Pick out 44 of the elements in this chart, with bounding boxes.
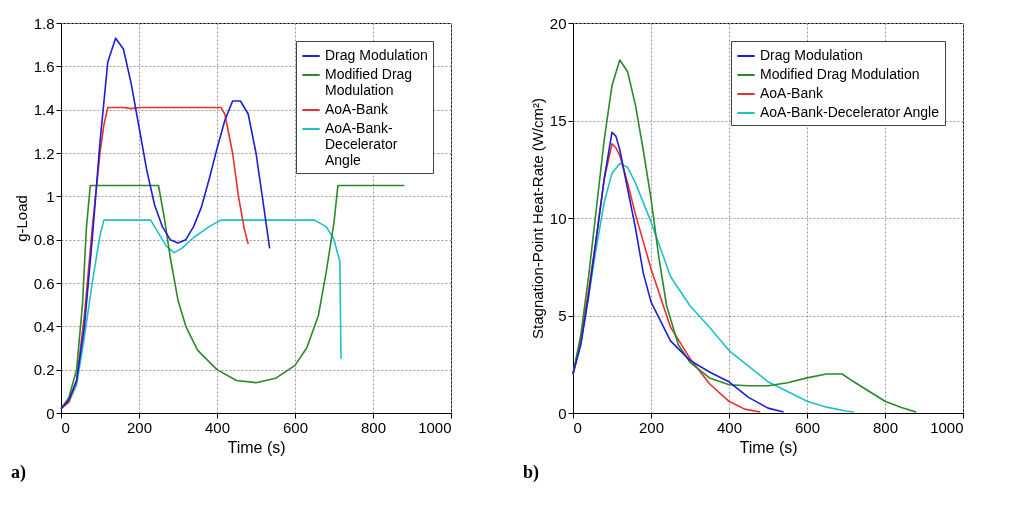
y-tick-label: 1.4: [33, 101, 55, 119]
y-tick-label: 0: [46, 404, 55, 422]
x-tick-label: 0: [61, 418, 70, 436]
legend-label: Drag Modulation: [760, 47, 863, 63]
y-tick-label: 0.4: [33, 317, 55, 335]
line-series: [60, 106, 249, 410]
y-tick-label: 1: [46, 187, 55, 205]
x-tick-label: 600: [282, 418, 309, 436]
x-tick-label: 1000: [418, 418, 452, 436]
y-axis-title: Stagnation-Point Heat-Rate (W/cm²): [528, 98, 546, 339]
legend-label: Drag Modulation: [325, 47, 428, 63]
x-axis-title: Time (s): [227, 438, 286, 456]
y-tick-label: 5: [558, 307, 567, 324]
text: b): [523, 462, 540, 483]
legend-label: Modified Drag Modulation: [325, 66, 413, 98]
x-tick-label: 600: [794, 418, 821, 436]
y-axis-title: g-Load: [12, 195, 30, 242]
y-tick-label: 0.2: [33, 361, 55, 379]
x-tick-label: 0: [573, 418, 582, 436]
y-tick-label: 1.2: [33, 144, 55, 162]
line-series: [60, 37, 271, 410]
x-tick-label: 200: [638, 418, 665, 436]
y-tick-label: 0.8: [33, 231, 55, 249]
x-tick-label: 400: [204, 418, 231, 436]
x-tick-label: 800: [360, 418, 387, 436]
legend-label: AoA-Bank: [760, 85, 825, 101]
y-tick-label: 1.6: [33, 57, 55, 75]
line-series: [572, 131, 785, 413]
y-tick-label: 0: [558, 404, 567, 422]
x-tick-label: 1000: [930, 418, 964, 436]
legend-label: AoA-Bank-Decelerator Angle: [760, 104, 940, 120]
y-tick-label: 1.8: [33, 14, 55, 32]
legend-label: Modified Drag Modulation: [760, 66, 920, 82]
x-tick-label: 400: [716, 418, 743, 436]
legend-label: AoA-Bank-Decelerator Angle: [325, 120, 398, 168]
text: a): [11, 462, 26, 483]
x-tick-label: 200: [126, 418, 153, 436]
x-axis-title: Time (s): [739, 438, 798, 456]
y-tick-label: 15: [549, 112, 567, 129]
x-tick-label: 800: [872, 418, 899, 436]
y-tick-label: 0.6: [33, 274, 55, 292]
y-tick-label: 10: [549, 209, 567, 227]
legend-label: AoA-Bank: [325, 101, 390, 117]
y-tick-label: 20: [549, 14, 567, 32]
